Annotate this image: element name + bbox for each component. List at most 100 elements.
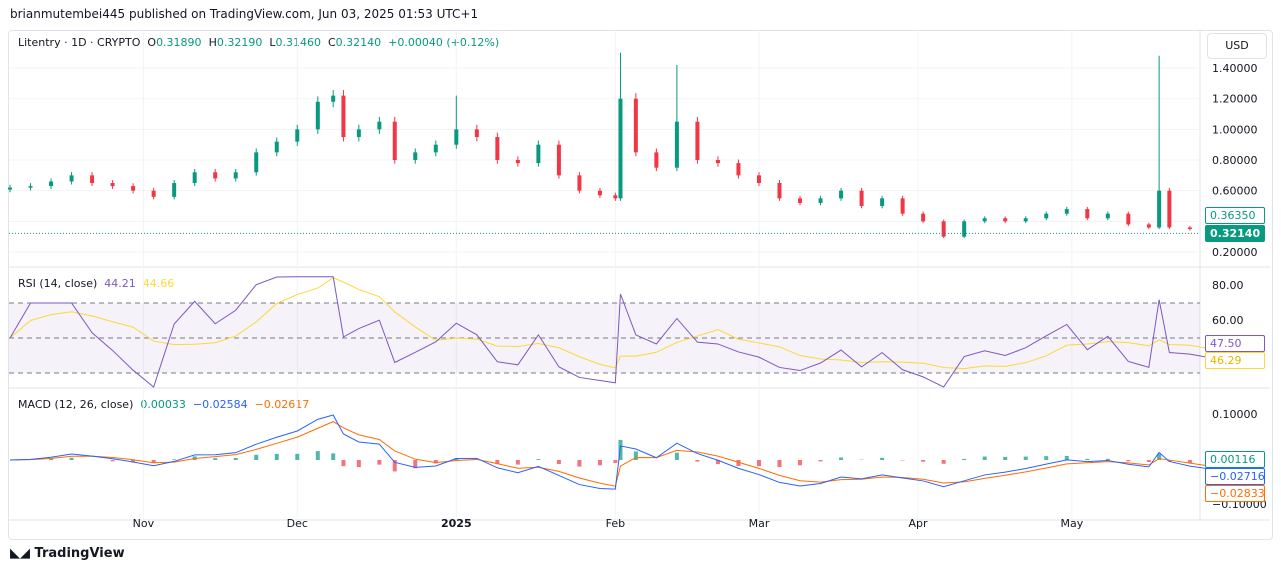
macd-histogram-bar: [613, 460, 618, 463]
macd-histogram-bar: [233, 458, 238, 460]
candle-body: [982, 218, 987, 222]
candle-body: [392, 121, 397, 161]
macd-histogram-bar: [674, 452, 679, 460]
candle-body: [192, 172, 197, 184]
candle-body: [295, 129, 300, 142]
candle-body: [213, 172, 218, 179]
high-value: 0.32190: [216, 36, 263, 49]
tradingview-logo[interactable]: ◣◢ TradingView: [10, 546, 125, 561]
candle-body: [356, 129, 361, 138]
macd-histogram-bar: [556, 460, 561, 465]
macd-histogram-bar: [274, 453, 279, 460]
candle-body: [131, 186, 136, 191]
currency-button[interactable]: USD: [1207, 33, 1267, 59]
change-value: +0.00040 (+0.12%): [388, 36, 500, 49]
price-tick: 0.80000: [1212, 154, 1258, 167]
macd-histogram-bar: [756, 460, 761, 467]
candle-body: [1064, 209, 1069, 214]
last-price-tag: 0.32140: [1205, 225, 1265, 242]
macd-legend: MACD (12, 26, close) 0.00033 −0.02584 −0…: [18, 398, 309, 411]
candle-body: [1105, 213, 1110, 219]
candle-body: [172, 183, 177, 197]
rsi-value: 44.21: [104, 277, 136, 290]
candle-body: [839, 190, 844, 199]
candle-body: [577, 175, 582, 191]
macd-histogram-bar: [818, 460, 823, 462]
candle-body: [736, 163, 741, 176]
chart-frame[interactable]: [8, 30, 1273, 540]
open-value: 0.31890: [156, 36, 202, 49]
symbol-name[interactable]: Litentry · 1D · CRYPTO: [18, 36, 141, 49]
rsi-ma-value: 44.66: [142, 277, 175, 290]
candle-body: [274, 141, 279, 153]
candle-body: [654, 152, 659, 168]
candle-body: [28, 186, 33, 188]
macd-histogram-bar: [921, 460, 926, 462]
low-label: L: [269, 36, 276, 49]
macd-histogram-bar: [331, 453, 336, 460]
macd-label[interactable]: MACD (12, 26, close): [18, 398, 134, 411]
macd-histogram-bar: [777, 460, 782, 468]
rsi-ma-line: [9, 277, 1242, 370]
macd-histogram-bar: [633, 451, 638, 460]
candle-body: [151, 190, 156, 197]
candle-body: [900, 198, 905, 214]
macd-histogram-bar: [356, 460, 361, 468]
candle-body: [331, 95, 336, 102]
rsi-label[interactable]: RSI (14, close): [18, 277, 98, 290]
close-value: 0.32140: [335, 36, 382, 49]
time-tick: Dec: [287, 517, 308, 530]
price-tick: 1.20000: [1212, 93, 1258, 106]
macd-histogram-bar: [982, 456, 987, 460]
open-label: O: [147, 36, 157, 49]
candle-body: [1146, 224, 1151, 228]
macd-histogram-bar: [151, 460, 156, 464]
macd-histogram-bar: [1105, 458, 1110, 460]
macd-histogram-bar: [295, 453, 300, 460]
high-label: H: [208, 36, 217, 49]
macd-histogram-bar: [798, 460, 803, 466]
rsi-tick: 80.00: [1212, 279, 1244, 292]
macd-hist-value: 0.00033: [140, 398, 186, 411]
candle-body: [1167, 190, 1172, 228]
candle-body: [413, 152, 418, 161]
candle-body: [536, 144, 541, 164]
candle-body: [254, 152, 259, 173]
candle-body: [962, 221, 967, 237]
candle-body: [618, 98, 623, 199]
time-tick: Nov: [133, 517, 155, 530]
macd-histogram-bar: [495, 460, 500, 465]
macd-histogram-bar: [392, 460, 397, 472]
close-label: C: [327, 36, 336, 49]
macd-signal-line: [9, 421, 1242, 487]
candle-body: [495, 137, 500, 161]
macd-histogram-bar: [839, 457, 844, 460]
macd-signal-tag: −0.02833: [1205, 485, 1265, 502]
publisher-line: brianmutembei445 published on TradingVie…: [10, 7, 479, 21]
macd-histogram-bar: [962, 458, 967, 460]
macd-histogram-bar: [1085, 458, 1090, 460]
candle-body: [1126, 213, 1131, 225]
candle-body: [880, 198, 885, 207]
price-tick: 0.60000: [1212, 185, 1258, 198]
candle-body: [341, 95, 346, 138]
candle-body: [613, 195, 618, 199]
low-value: 0.31460: [275, 36, 321, 49]
macd-histogram-bar: [715, 460, 720, 465]
candle-body: [715, 160, 720, 164]
macd-histogram-bar: [1044, 456, 1049, 460]
candle-body: [69, 175, 74, 182]
macd-histogram-bar: [1146, 460, 1151, 462]
macd-histogram-bar: [1157, 453, 1162, 460]
symbol-legend: Litentry · 1D · CRYPTO O0.31890 H0.32190…: [18, 36, 499, 49]
candle-body: [777, 183, 782, 199]
candle-body: [921, 213, 926, 222]
macd-histogram-bar: [536, 459, 541, 460]
candle-body: [474, 129, 479, 138]
macd-histogram-bar: [69, 457, 74, 460]
candle-body: [695, 121, 700, 161]
macd-histogram-bar: [577, 460, 582, 467]
high-price-tag: 0.36350: [1205, 207, 1265, 224]
macd-histogram-bar: [341, 460, 346, 467]
